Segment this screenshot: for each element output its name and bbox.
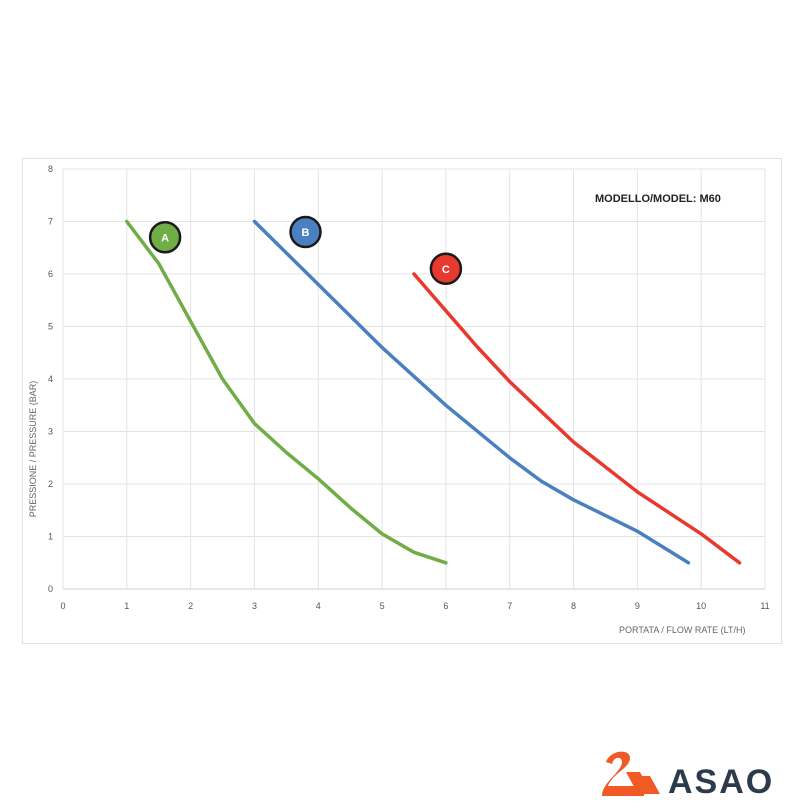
series-label-bubble: [148, 221, 182, 254]
series-label-bubble: [289, 215, 322, 249]
x-tick-label: 8: [571, 601, 576, 611]
x-tick-label: 0: [60, 601, 65, 611]
y-tick-label: 6: [48, 269, 53, 279]
brand-mark-icon: [602, 751, 660, 796]
x-tick-label: 5: [380, 601, 385, 611]
chart-title: MODELLO/MODEL: M60: [595, 193, 721, 205]
y-tick-label: 3: [48, 427, 53, 437]
y-tick-label: 0: [48, 584, 53, 594]
chart-frame: 0 1 2 3 4 5 6 7 8 9 10 11 0 1 2 3 4 5 6 7 8 A B C MODELLO/MODE…: [22, 158, 782, 644]
brand-name: ASAO: [668, 763, 775, 801]
x-tick-label: 10: [696, 601, 706, 611]
x-tick-label: 11: [760, 601, 769, 611]
y-tick-label: 1: [48, 532, 53, 542]
series-line-a: [125, 219, 448, 565]
series-label-text: A: [161, 232, 169, 244]
axes: 0 1 2 3 4 5 6 7 8 9 10 11 0 1 2 3 4 5 6 7 8: [48, 164, 770, 611]
series-label-text: B: [302, 227, 310, 239]
x-tick-label: 7: [507, 601, 512, 611]
x-tick-label: 9: [635, 601, 640, 611]
series-lines: [125, 219, 742, 565]
y-tick-label: 8: [48, 164, 53, 174]
y-tick-label: 2: [48, 479, 53, 489]
x-axis-title: PORTATA / FLOW RATE (LT/H): [619, 625, 746, 635]
brand-stripe-icon: [626, 772, 652, 794]
y-axis-title: PRESSIONE / PRESSURE (BAR): [28, 381, 38, 518]
series-label-bubble: [429, 252, 463, 285]
brand-logo: [600, 748, 800, 800]
x-tick-label: 3: [252, 601, 257, 611]
series-label-text: C: [442, 264, 450, 276]
pump-curve-chart: 0 1 2 3 4 5 6 7 8 9 10 11 0 1 2 3 4 5 6 7 8 A B C MODELLO/MODE…: [28, 164, 770, 635]
y-tick-label: 5: [48, 322, 53, 332]
x-tick-label: 2: [188, 601, 193, 611]
series-line-b: [252, 219, 691, 565]
brand-stripe-icon: [642, 776, 660, 794]
x-tick-label: 6: [443, 601, 448, 611]
series-line-c: [412, 272, 742, 565]
series-labels: A B C: [148, 215, 463, 285]
x-tick-label: 4: [316, 601, 321, 611]
x-tick-label: 1: [124, 601, 129, 611]
y-tick-label: 4: [48, 374, 53, 384]
y-tick-label: 7: [48, 217, 53, 227]
